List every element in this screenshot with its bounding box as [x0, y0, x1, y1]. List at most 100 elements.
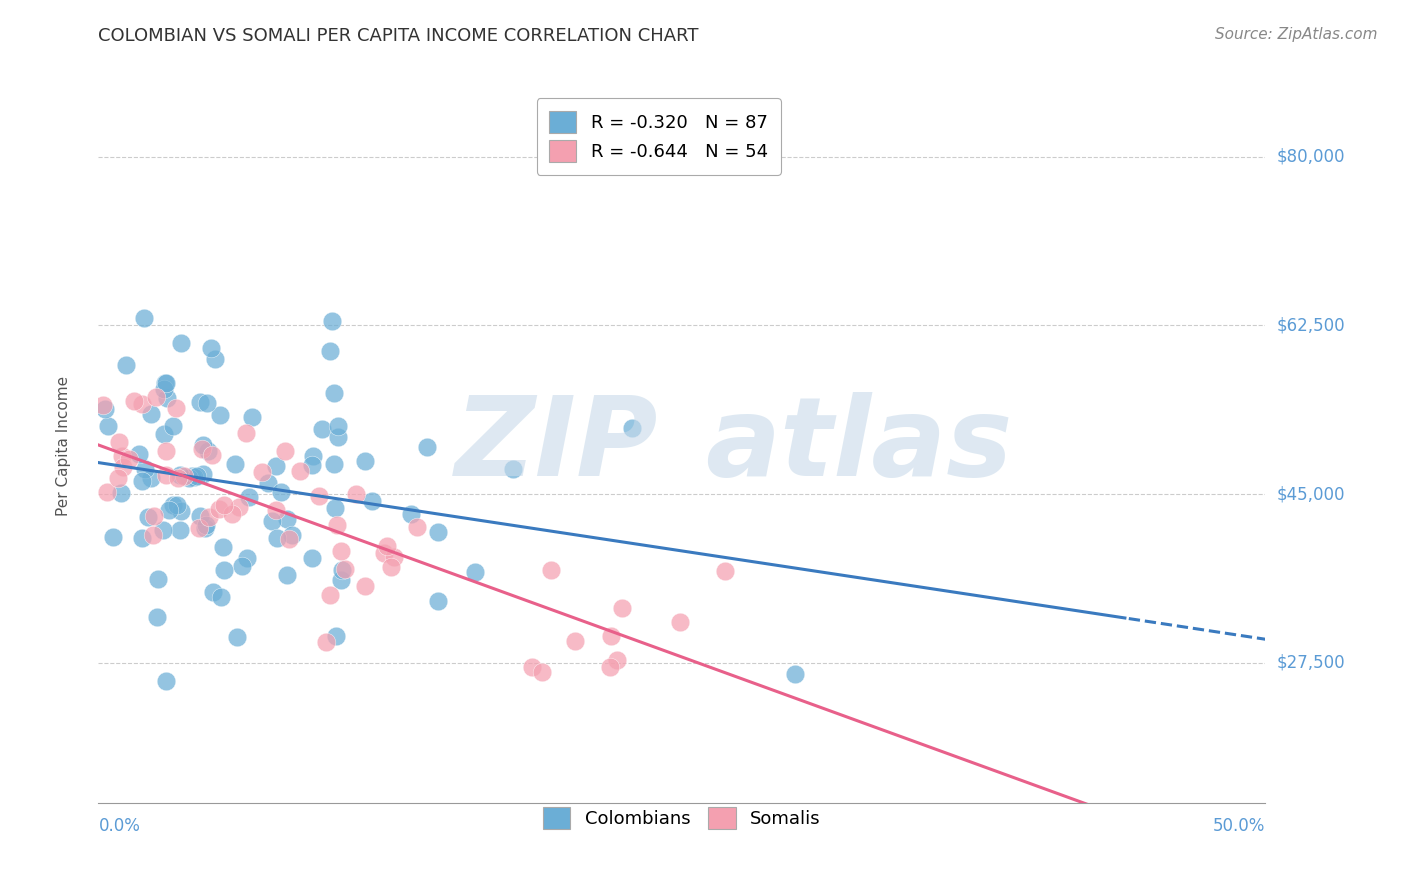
Point	[266, 532, 288, 546]
Point	[155, 444, 177, 458]
Point	[188, 509, 211, 524]
Point	[281, 528, 304, 542]
Point	[326, 430, 349, 444]
Point	[240, 409, 263, 424]
Point	[152, 523, 174, 537]
Point	[406, 520, 429, 534]
Point	[235, 426, 257, 441]
Text: ZIP: ZIP	[456, 392, 658, 500]
Point	[190, 442, 212, 457]
Point	[311, 422, 333, 436]
Point	[200, 341, 222, 355]
Point	[621, 420, 644, 434]
Point	[426, 594, 449, 608]
Point	[128, 447, 150, 461]
Point	[330, 543, 353, 558]
Point	[785, 667, 807, 681]
Point	[153, 382, 176, 396]
Point	[278, 533, 301, 547]
Legend: Colombians, Somalis: Colombians, Somalis	[536, 800, 828, 837]
Point	[231, 559, 253, 574]
Point	[329, 573, 352, 587]
Point	[302, 449, 325, 463]
Point	[323, 457, 346, 471]
Point	[188, 395, 211, 409]
Point	[330, 563, 353, 577]
Point	[209, 590, 232, 604]
Point	[131, 475, 153, 489]
Point	[308, 489, 330, 503]
Point	[600, 629, 623, 643]
Point	[238, 491, 260, 505]
Point	[260, 514, 283, 528]
Point	[270, 484, 292, 499]
Point	[201, 448, 224, 462]
Point	[236, 551, 259, 566]
Point	[111, 460, 134, 475]
Point	[288, 464, 311, 478]
Point	[187, 521, 209, 535]
Point	[94, 402, 117, 417]
Point	[276, 567, 298, 582]
Point	[318, 344, 340, 359]
Point	[173, 468, 195, 483]
Point	[252, 465, 274, 479]
Point	[108, 435, 131, 450]
Point	[153, 376, 176, 390]
Point	[264, 459, 287, 474]
Point	[344, 487, 367, 501]
Point	[155, 376, 177, 390]
Point	[212, 541, 235, 555]
Point	[540, 563, 562, 577]
Point	[198, 509, 221, 524]
Point	[194, 518, 217, 533]
Point	[169, 523, 191, 537]
Point	[322, 386, 344, 401]
Point	[209, 408, 232, 422]
Point	[373, 546, 395, 560]
Point	[162, 419, 184, 434]
Point	[138, 510, 160, 524]
Text: $27,500: $27,500	[1277, 654, 1346, 672]
Point	[139, 471, 162, 485]
Point	[360, 493, 382, 508]
Point	[382, 549, 405, 564]
Point	[319, 588, 342, 602]
Text: atlas: atlas	[706, 392, 1012, 500]
Point	[599, 660, 621, 674]
Point	[165, 401, 187, 416]
Point	[170, 336, 193, 351]
Point	[186, 469, 208, 483]
Point	[131, 397, 153, 411]
Point	[610, 600, 633, 615]
Point	[212, 498, 235, 512]
Point	[257, 475, 280, 490]
Point	[212, 563, 235, 577]
Point	[315, 635, 337, 649]
Point	[520, 660, 543, 674]
Point	[134, 311, 156, 326]
Point	[399, 507, 422, 521]
Text: $80,000: $80,000	[1277, 148, 1346, 166]
Point	[146, 573, 169, 587]
Point	[96, 484, 118, 499]
Point	[197, 396, 219, 410]
Point	[177, 471, 200, 485]
Text: 0.0%: 0.0%	[98, 817, 141, 835]
Point	[375, 539, 398, 553]
Point	[146, 610, 169, 624]
Point	[122, 393, 145, 408]
Point	[114, 358, 136, 372]
Point	[301, 551, 323, 566]
Point	[194, 521, 217, 535]
Point	[155, 468, 177, 483]
Point	[714, 564, 737, 578]
Point	[224, 457, 246, 471]
Point	[204, 351, 226, 366]
Point	[107, 471, 129, 485]
Point	[139, 407, 162, 421]
Point	[416, 440, 439, 454]
Point	[326, 419, 349, 434]
Text: $62,500: $62,500	[1277, 317, 1346, 334]
Point	[273, 444, 295, 458]
